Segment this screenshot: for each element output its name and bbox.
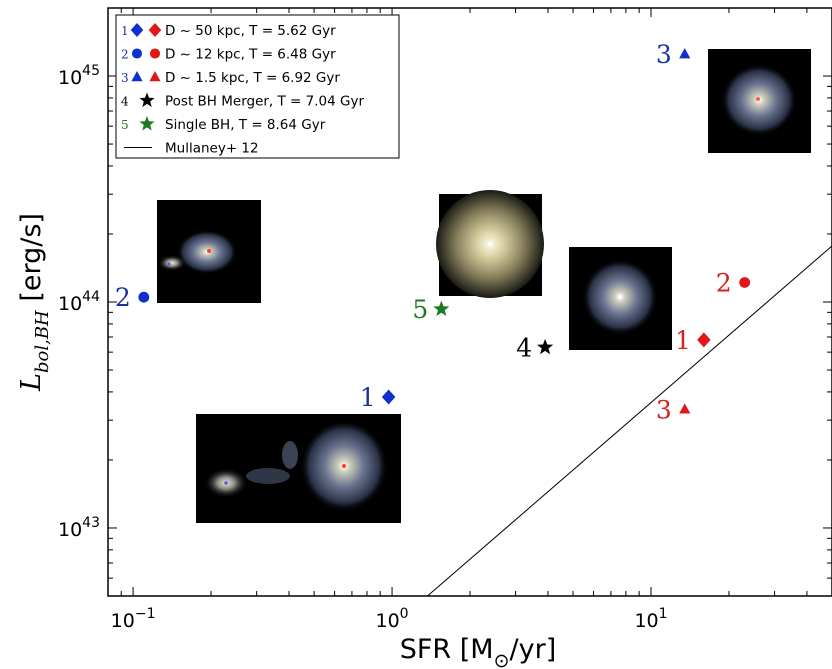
x-tick-label: 10−1 bbox=[111, 606, 156, 632]
legend-marker-diamond bbox=[130, 23, 144, 37]
point-label: 4 bbox=[516, 333, 532, 362]
stage-1-inset bbox=[196, 414, 401, 523]
point-label: 2 bbox=[115, 283, 131, 312]
point-label: 5 bbox=[412, 295, 428, 324]
data-point-4-star bbox=[537, 338, 554, 355]
stage-5-inset bbox=[436, 190, 544, 298]
legend-marker-star bbox=[139, 116, 155, 131]
stage-2-inset bbox=[157, 200, 261, 303]
y-tick-label: 1044 bbox=[58, 289, 100, 315]
x-axis-label: SFR [M⊙/yr] bbox=[400, 634, 556, 669]
mullaney-relation-line bbox=[427, 245, 832, 597]
point-label: 3 bbox=[656, 40, 672, 69]
data-point-3-triangle bbox=[679, 403, 691, 414]
legend-marker-diamond bbox=[148, 23, 162, 37]
stage-3-inset bbox=[708, 49, 811, 153]
legend-marker-triangle bbox=[131, 71, 143, 82]
x-tick-label: 100 bbox=[375, 606, 408, 632]
legend-entry-text: Single BH, T = 8.64 Gyr bbox=[165, 117, 326, 133]
legend-number: 5 bbox=[121, 118, 129, 132]
y-axis-label: Lbol,BH [erg/s] bbox=[16, 213, 53, 392]
legend-number: 2 bbox=[121, 48, 129, 62]
y-tick-label: 1045 bbox=[58, 63, 100, 89]
point-label: 1 bbox=[675, 326, 691, 355]
stage-4-inset bbox=[569, 247, 672, 350]
data-point-2-circle bbox=[138, 291, 150, 303]
legend-entry-text: Mullaney+ 12 bbox=[165, 141, 259, 157]
legend-marker-triangle bbox=[149, 71, 161, 82]
data-point-3-triangle bbox=[679, 48, 691, 59]
legend-marker-circle bbox=[131, 48, 143, 59]
point-label: 2 bbox=[716, 268, 732, 297]
data-point-5-star bbox=[433, 300, 450, 316]
legend-entry-text: D ~ 50 kpc, T = 5.62 Gyr bbox=[165, 23, 336, 39]
data-point-1-diamond bbox=[697, 332, 711, 348]
legend-marker-star bbox=[139, 92, 155, 107]
legend-entry-text: D ~ 1.5 kpc, T = 6.92 Gyr bbox=[165, 70, 340, 86]
point-label: 1 bbox=[360, 383, 376, 412]
point-label: 3 bbox=[656, 395, 672, 424]
data-point-1-diamond bbox=[381, 389, 396, 405]
legend-number: 4 bbox=[121, 95, 129, 109]
legend-number: 1 bbox=[121, 24, 129, 38]
x-tick-label: 101 bbox=[634, 606, 667, 632]
legend: 1 D ~ 50 kpc, T = 5.62 Gyr 2 D ~ 12 kpc, T … bbox=[115, 14, 400, 159]
legend-box bbox=[115, 14, 400, 159]
legend-marker-circle bbox=[149, 48, 161, 59]
legend-entry-text: D ~ 12 kpc, T = 6.48 Gyr bbox=[165, 47, 336, 63]
y-tick-label: 1043 bbox=[58, 515, 100, 541]
legend-entry-text: Post BH Merger, T = 7.04 Gyr bbox=[165, 94, 364, 110]
data-point-2-circle bbox=[739, 277, 751, 288]
legend-number: 3 bbox=[121, 71, 129, 85]
